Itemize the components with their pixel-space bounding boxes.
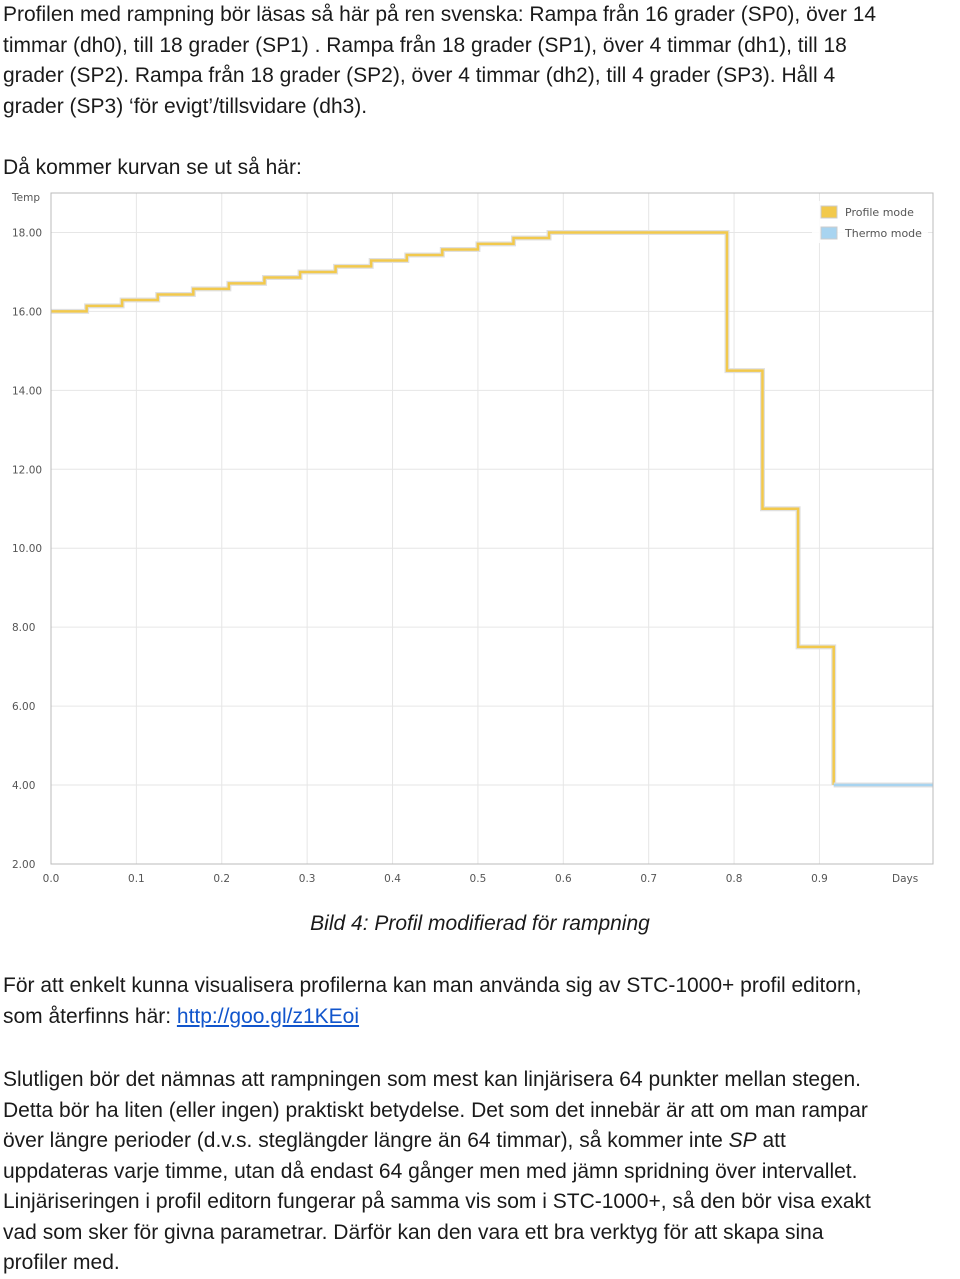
plot-border bbox=[50, 192, 934, 865]
temperature-profile-chart: 2.00 4.00 6.00 8.00 10.00 12.00 14.00 16.00 18.0… bbox=[11, 192, 934, 885]
y-tick-label: 6.00 bbox=[12, 701, 35, 713]
y-tick-label: 10.00 bbox=[12, 543, 42, 555]
x-tick-label: 0.0 bbox=[43, 873, 60, 885]
x-tick-label: 0.9 bbox=[811, 873, 828, 885]
sp-term: SP bbox=[728, 1129, 757, 1152]
final-line-5: Linjäriseringen i profil editorn fungera… bbox=[3, 1190, 871, 1213]
series-line bbox=[51, 231, 835, 786]
x-tick-label: 0.5 bbox=[470, 873, 487, 885]
intro-paragraph: Profilen med rampning bör läsas så här p… bbox=[3, 0, 958, 122]
final-line-3-text: över längre perioder (d.v.s. steglängder… bbox=[3, 1129, 729, 1152]
editor-paragraph: För att enkelt kunna visualisera profile… bbox=[3, 971, 958, 1032]
final-line-6: vad som sker för givna parametrar. Därfö… bbox=[3, 1220, 824, 1244]
chart-series bbox=[51, 229, 933, 788]
x-axis-label: Days bbox=[892, 873, 918, 885]
y-tick-label: 8.00 bbox=[12, 622, 35, 634]
profile-editor-link[interactable]: http://goo.gl/z1KEoi bbox=[176, 1004, 360, 1028]
y-tick-label: 4.00 bbox=[12, 780, 35, 792]
intro-line-1: Profilen med rampning bör läsas så här p… bbox=[3, 3, 877, 26]
y-tick-labels: 2.00 4.00 6.00 8.00 10.00 12.00 14.00 16.00 18.0… bbox=[12, 227, 42, 871]
editor-line-2-text: som återfinns här: bbox=[3, 1004, 177, 1028]
x-tick-label: 0.7 bbox=[640, 873, 657, 885]
figure-caption: Bild 4: Profil modifierad för rampning bbox=[310, 912, 650, 935]
editor-line-2: som återfinns här: http://goo.gl/z1KEoi bbox=[3, 1002, 958, 1033]
x-tick-label: 0.1 bbox=[128, 873, 145, 885]
legend-entry: Thermo mode bbox=[844, 227, 922, 240]
y-axis-label: Temp bbox=[11, 192, 40, 204]
legend-swatch bbox=[820, 226, 838, 240]
final-line-4: uppdateras varje timme, utan då endast 6… bbox=[3, 1159, 858, 1183]
chart-legend: Profile mode Thermo mode bbox=[812, 201, 928, 243]
legend-swatch bbox=[820, 205, 838, 219]
final-line-1: Slutligen bör det nämnas att rampningen … bbox=[3, 1068, 861, 1091]
x-tick-label: 0.6 bbox=[555, 873, 572, 885]
final-line-7: profiler med. bbox=[3, 1251, 120, 1274]
intro-line-4: grader (SP3) ‘för evigt’/tillsvidare (dh… bbox=[3, 94, 368, 118]
final-line-2: Detta bör ha liten (eller ingen) praktis… bbox=[3, 1098, 868, 1122]
editor-line-1: För att enkelt kunna visualisera profile… bbox=[3, 974, 862, 997]
x-tick-label: 0.2 bbox=[213, 873, 230, 885]
y-tick-label: 14.00 bbox=[12, 385, 42, 397]
series-shadow bbox=[51, 229, 837, 786]
final-line-3-end: att bbox=[756, 1129, 786, 1152]
final-paragraph: Slutligen bör det nämnas att rampningen … bbox=[3, 1065, 958, 1279]
x-tick-label: 0.8 bbox=[726, 873, 743, 885]
x-tick-labels: 0.0 0.1 0.2 0.3 0.4 0.5 0.6 0.7 0.8 0.9 bbox=[43, 873, 828, 885]
intro-line-3: grader (SP2). Rampa från 18 grader (SP2)… bbox=[3, 64, 836, 87]
intro-line-2: timmar (dh0), till 18 grader (SP1) . Ram… bbox=[3, 33, 847, 57]
x-tick-label: 0.4 bbox=[384, 873, 401, 885]
y-tick-label: 12.00 bbox=[12, 464, 42, 476]
final-line-3: över längre perioder (d.v.s. steglängder… bbox=[3, 1126, 958, 1157]
y-tick-label: 16.00 bbox=[12, 306, 42, 318]
x-tick-label: 0.3 bbox=[299, 873, 316, 885]
legend-entry: Profile mode bbox=[845, 206, 914, 219]
chart-lead-text: Då kommer kurvan se ut så här: bbox=[3, 156, 302, 179]
y-tick-label: 18.00 bbox=[12, 227, 42, 239]
y-tick-label: 2.00 bbox=[12, 859, 35, 871]
chart-grid bbox=[50, 193, 933, 865]
